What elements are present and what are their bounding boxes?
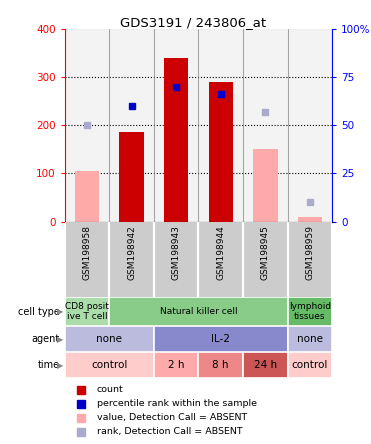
- Text: GSM198944: GSM198944: [216, 226, 225, 280]
- Text: none: none: [96, 334, 122, 344]
- Text: rank, Detection Call = ABSENT: rank, Detection Call = ABSENT: [97, 427, 243, 436]
- Text: ▶: ▶: [57, 307, 63, 316]
- Bar: [288, 352, 332, 378]
- Bar: [288, 326, 332, 352]
- Text: GSM198942: GSM198942: [127, 226, 136, 280]
- Text: GSM198958: GSM198958: [83, 226, 92, 280]
- Text: lymphoid
tissues: lymphoid tissues: [289, 302, 331, 321]
- Bar: [154, 352, 198, 378]
- Text: 24 h: 24 h: [254, 361, 277, 370]
- Text: percentile rank within the sample: percentile rank within the sample: [97, 399, 257, 408]
- Bar: [243, 29, 288, 222]
- Bar: [288, 297, 332, 326]
- Text: GDS3191 / 243806_at: GDS3191 / 243806_at: [120, 16, 266, 28]
- Text: count: count: [97, 385, 124, 394]
- Text: IL-2: IL-2: [211, 334, 230, 344]
- Text: value, Detection Call = ABSENT: value, Detection Call = ABSENT: [97, 413, 247, 422]
- Text: control: control: [292, 361, 328, 370]
- Bar: [298, 217, 322, 222]
- Bar: [65, 297, 109, 326]
- Bar: [209, 82, 233, 222]
- Bar: [243, 352, 288, 378]
- Text: 8 h: 8 h: [213, 361, 229, 370]
- Text: CD8 posit
ive T cell: CD8 posit ive T cell: [65, 302, 109, 321]
- Bar: [109, 297, 288, 326]
- Text: time: time: [37, 361, 60, 370]
- Bar: [154, 326, 288, 352]
- Bar: [253, 149, 278, 222]
- Bar: [65, 352, 154, 378]
- Text: ▶: ▶: [57, 361, 63, 370]
- Text: GSM198945: GSM198945: [261, 226, 270, 280]
- Text: agent: agent: [31, 334, 60, 344]
- Text: GSM198943: GSM198943: [172, 226, 181, 280]
- Bar: [198, 29, 243, 222]
- Bar: [119, 132, 144, 222]
- Bar: [198, 352, 243, 378]
- Bar: [65, 29, 109, 222]
- Bar: [109, 29, 154, 222]
- Text: ▶: ▶: [57, 335, 63, 344]
- Bar: [75, 171, 99, 222]
- Text: cell type: cell type: [18, 307, 60, 317]
- Text: Natural killer cell: Natural killer cell: [160, 307, 237, 316]
- Text: 2 h: 2 h: [168, 361, 184, 370]
- Bar: [288, 29, 332, 222]
- Bar: [154, 29, 198, 222]
- Bar: [164, 58, 188, 222]
- Text: GSM198959: GSM198959: [305, 226, 314, 280]
- Bar: [65, 326, 154, 352]
- Text: control: control: [91, 361, 128, 370]
- Text: none: none: [297, 334, 323, 344]
